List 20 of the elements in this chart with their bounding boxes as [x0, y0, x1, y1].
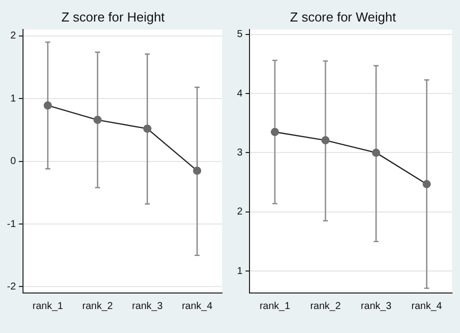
y-tick-label: -2: [6, 281, 16, 292]
y-tick-label: 4: [237, 88, 243, 100]
y-tick-label: 1: [10, 93, 16, 104]
y-tick-label: 3: [237, 147, 243, 158]
y-tick-label: 5: [237, 29, 243, 40]
x-tick-label: rank_1: [32, 300, 64, 312]
chart-title: Z score for Height: [61, 9, 166, 24]
x-tick-label: rank_3: [132, 300, 164, 312]
chart-title: Z score for Weight: [290, 9, 396, 24]
y-tick-label: 0: [10, 156, 16, 168]
y-tick-label: 2: [10, 30, 16, 42]
x-tick-label: rank_4: [411, 300, 442, 312]
x-tick-label: rank_2: [310, 300, 342, 312]
y-tick-label: 2: [237, 206, 243, 218]
x-tick-label: rank_3: [360, 300, 392, 312]
y-tick-label: -1: [6, 218, 16, 230]
x-tick-label: rank_4: [182, 300, 213, 312]
x-tick-label: rank_1: [260, 300, 291, 312]
y-tick-label: 1: [237, 266, 243, 277]
x-tick-label: rank_2: [82, 300, 114, 312]
